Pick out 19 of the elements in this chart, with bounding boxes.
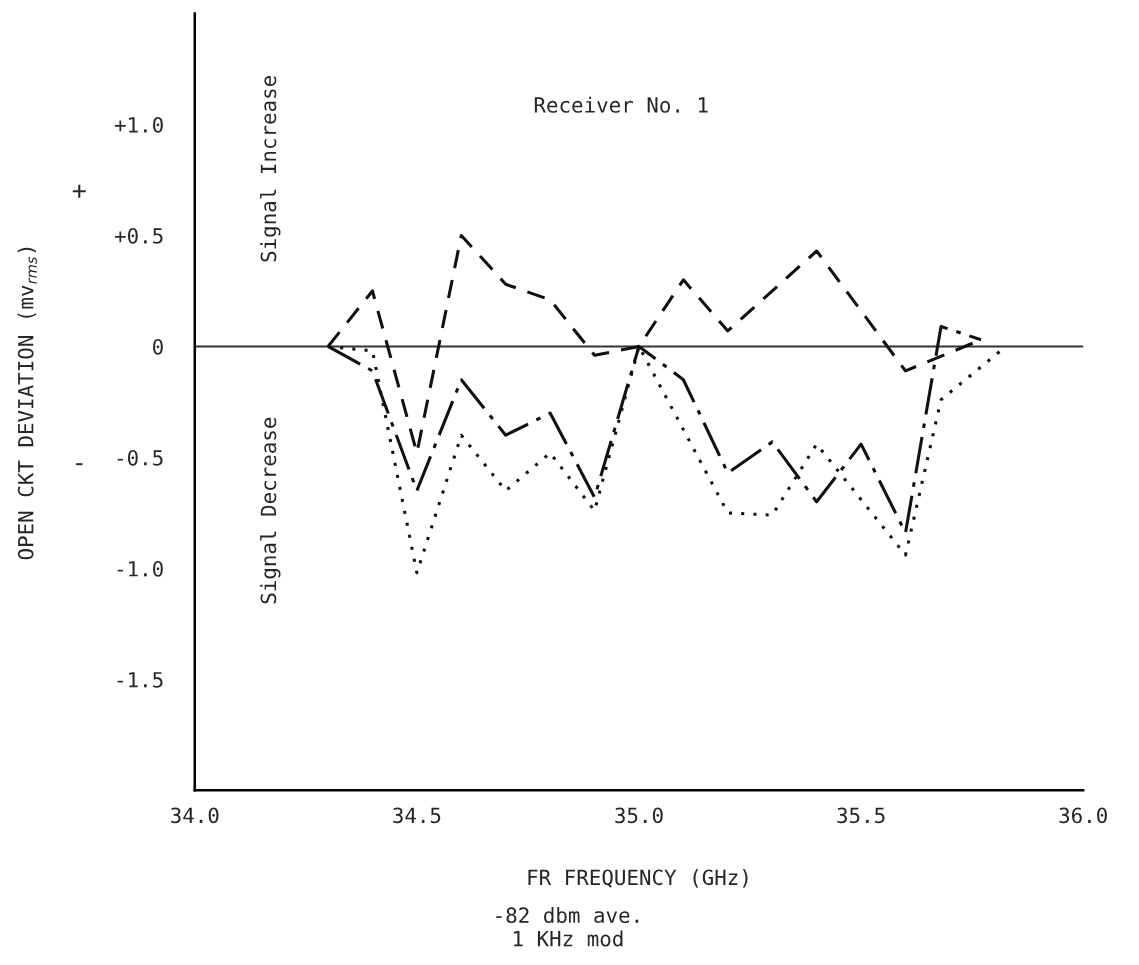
y-tick-label: +1.0	[114, 116, 163, 133]
y-tick-label: -0.5	[117, 449, 163, 466]
x-axis-title: FR FREQUENCY (GHz)	[528, 869, 748, 888]
y-tick-label: 0	[153, 338, 163, 355]
text: -	[76, 463, 83, 466]
y-tick-label: +0.5	[114, 227, 163, 244]
x-tick-label: 35.5	[837, 807, 885, 824]
x-tick-label: 35.0	[615, 807, 663, 824]
y-tick-label: -1.5	[117, 672, 163, 688]
y-axis-title: OPEN CKT DEVIATION (mv$_{rms}$)	[17, 247, 37, 560]
y-tick-label: -1.0	[117, 560, 163, 577]
annotation: Signal Decrease	[260, 417, 281, 604]
x-tick-label: 34.5	[393, 807, 441, 824]
text: -82 dbm ave. 1 KHz mod	[496, 906, 639, 947]
text: +	[72, 184, 86, 198]
annotation: Signal Increase	[260, 76, 281, 262]
annotation: Receiver No. 1	[534, 96, 708, 113]
x-tick-label: 34.0	[171, 807, 219, 824]
x-tick-label: 36.0	[1059, 807, 1107, 824]
